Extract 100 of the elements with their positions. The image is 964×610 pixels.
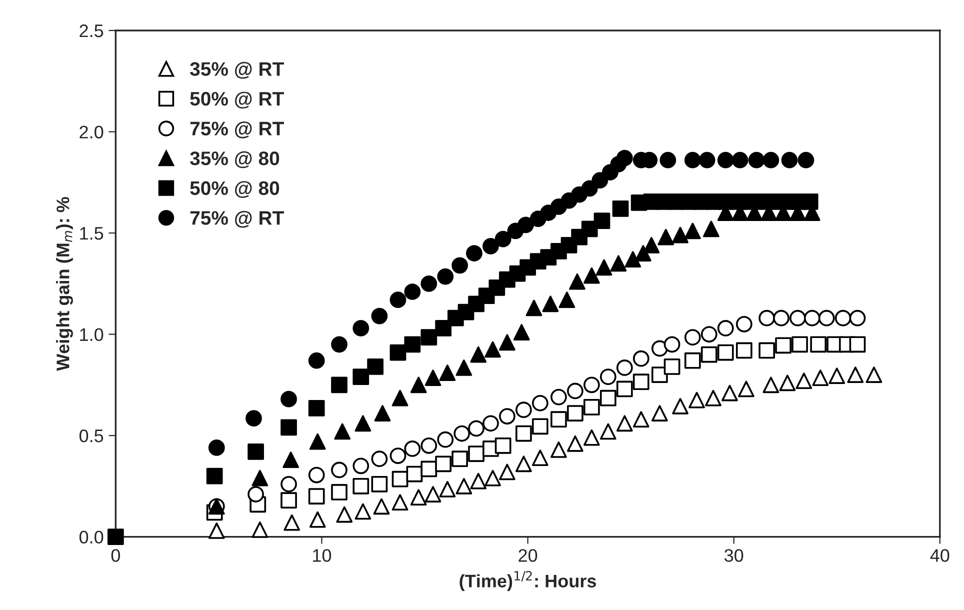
point bbox=[660, 152, 676, 168]
point bbox=[594, 212, 610, 230]
point bbox=[698, 152, 716, 168]
point bbox=[600, 368, 616, 385]
point bbox=[515, 402, 532, 418]
point bbox=[420, 460, 438, 478]
point bbox=[498, 464, 516, 480]
point bbox=[513, 324, 530, 340]
point bbox=[452, 257, 468, 274]
point bbox=[252, 470, 268, 486]
point bbox=[252, 522, 268, 538]
legend-label: 50% @ 80 bbox=[190, 181, 280, 198]
point bbox=[773, 310, 790, 326]
point bbox=[612, 200, 629, 217]
point bbox=[466, 245, 482, 262]
point bbox=[828, 368, 846, 384]
point bbox=[208, 522, 225, 539]
point bbox=[849, 310, 866, 326]
point bbox=[435, 320, 452, 336]
point bbox=[420, 437, 438, 454]
point bbox=[437, 268, 454, 285]
point bbox=[583, 399, 600, 416]
point bbox=[456, 360, 472, 376]
point bbox=[248, 486, 264, 502]
point bbox=[592, 172, 608, 189]
point bbox=[331, 484, 348, 500]
point bbox=[352, 478, 370, 494]
point bbox=[354, 415, 372, 432]
point bbox=[208, 440, 225, 456]
legend-label: 50% @ RT bbox=[190, 92, 284, 109]
point bbox=[435, 456, 452, 472]
point bbox=[616, 415, 633, 432]
point bbox=[802, 193, 818, 210]
point bbox=[532, 450, 548, 466]
point bbox=[684, 352, 701, 369]
point bbox=[352, 458, 370, 474]
point bbox=[206, 468, 223, 484]
point bbox=[390, 344, 406, 361]
point bbox=[309, 433, 326, 450]
point bbox=[308, 400, 325, 416]
point bbox=[308, 352, 325, 369]
point bbox=[410, 489, 427, 506]
point bbox=[566, 382, 584, 400]
point bbox=[280, 492, 297, 509]
point bbox=[437, 431, 454, 448]
point bbox=[390, 448, 406, 464]
point bbox=[643, 236, 660, 254]
point bbox=[439, 481, 456, 498]
point bbox=[392, 470, 408, 488]
point bbox=[700, 346, 718, 363]
point bbox=[717, 152, 734, 168]
point bbox=[392, 390, 408, 406]
point bbox=[583, 376, 600, 394]
point bbox=[334, 423, 351, 440]
point bbox=[632, 374, 650, 390]
point bbox=[482, 415, 499, 432]
point bbox=[498, 408, 516, 424]
point bbox=[738, 380, 754, 398]
x-tick-label: 30 bbox=[724, 549, 744, 562]
legend-label: 35% @ 80 bbox=[190, 151, 280, 168]
point bbox=[758, 310, 775, 326]
point bbox=[550, 411, 567, 428]
point bbox=[484, 341, 501, 358]
point bbox=[410, 376, 427, 394]
point bbox=[550, 442, 567, 458]
point bbox=[371, 476, 388, 492]
point bbox=[581, 180, 598, 197]
point bbox=[566, 405, 584, 422]
point bbox=[702, 220, 720, 238]
x-tick-label: 40 bbox=[930, 549, 950, 562]
point bbox=[804, 310, 820, 326]
point bbox=[849, 336, 866, 353]
point bbox=[454, 425, 470, 442]
point bbox=[331, 462, 348, 478]
x-tick-label: 20 bbox=[518, 549, 538, 562]
point bbox=[352, 368, 370, 385]
point bbox=[866, 366, 882, 383]
point bbox=[818, 310, 835, 326]
point bbox=[583, 267, 600, 284]
point bbox=[717, 320, 734, 336]
point bbox=[515, 425, 532, 442]
point bbox=[404, 284, 421, 300]
x-axis-title: (Time)$^{1/2}$: Hours bbox=[460, 570, 596, 592]
point bbox=[762, 152, 780, 168]
point bbox=[420, 329, 438, 346]
point bbox=[748, 152, 765, 168]
x-tick-label: 10 bbox=[313, 549, 332, 562]
point bbox=[284, 514, 300, 531]
point bbox=[331, 376, 348, 394]
point bbox=[494, 437, 512, 454]
point bbox=[282, 452, 300, 468]
legend-label: 75% @ RT bbox=[190, 121, 284, 138]
point bbox=[792, 336, 808, 353]
point bbox=[736, 316, 752, 332]
point bbox=[624, 251, 642, 268]
point bbox=[600, 390, 616, 406]
point bbox=[550, 388, 567, 406]
point bbox=[246, 410, 262, 427]
point bbox=[616, 150, 633, 166]
point bbox=[456, 478, 472, 494]
